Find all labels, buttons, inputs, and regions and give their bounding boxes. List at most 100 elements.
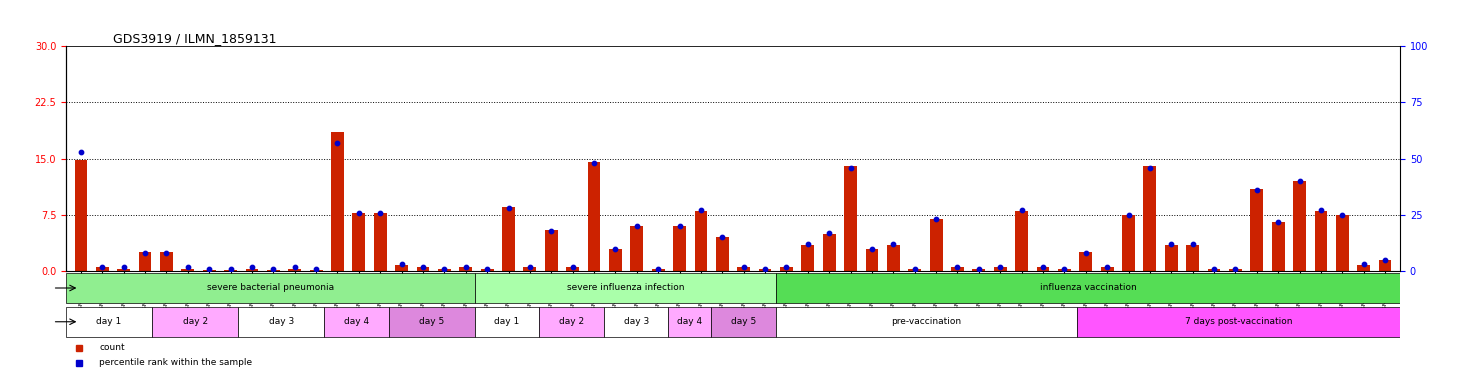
Text: day 5: day 5 xyxy=(732,317,756,326)
Point xyxy=(689,207,712,214)
Point xyxy=(198,266,221,272)
Point xyxy=(625,223,648,229)
Point xyxy=(111,263,135,270)
Bar xyxy=(289,269,301,271)
Point xyxy=(604,245,627,252)
Bar xyxy=(822,233,836,271)
Text: GDS3919 / ILMN_1859131: GDS3919 / ILMN_1859131 xyxy=(113,32,276,45)
Point xyxy=(839,164,862,170)
FancyBboxPatch shape xyxy=(237,306,324,337)
Point xyxy=(261,266,284,272)
Text: percentile rank within the sample: percentile rank within the sample xyxy=(100,358,252,367)
Text: day 4: day 4 xyxy=(345,317,369,326)
FancyBboxPatch shape xyxy=(475,273,776,303)
Point xyxy=(1117,212,1141,218)
Bar xyxy=(630,226,644,271)
Bar xyxy=(160,252,173,271)
Bar xyxy=(652,269,664,271)
Point xyxy=(1287,178,1311,184)
Point xyxy=(133,250,157,256)
Point xyxy=(1075,250,1098,256)
Text: day 2: day 2 xyxy=(182,317,208,326)
Point xyxy=(988,263,1012,270)
Point xyxy=(283,263,306,270)
Text: 7 days post-vaccination: 7 days post-vaccination xyxy=(1185,317,1293,326)
Point xyxy=(1224,266,1248,272)
Bar xyxy=(374,213,387,271)
Point xyxy=(647,266,670,272)
Bar xyxy=(1358,265,1371,271)
Bar xyxy=(1315,211,1327,271)
Bar xyxy=(1186,245,1199,271)
Bar xyxy=(1229,269,1242,271)
FancyBboxPatch shape xyxy=(604,306,668,337)
Bar xyxy=(1058,269,1070,271)
Point xyxy=(347,210,371,216)
Bar xyxy=(887,245,900,271)
Bar xyxy=(139,252,151,271)
Point xyxy=(668,223,692,229)
Bar xyxy=(416,267,430,271)
FancyBboxPatch shape xyxy=(539,306,604,337)
Bar xyxy=(501,207,515,271)
Point xyxy=(1331,212,1355,218)
Bar xyxy=(182,269,194,271)
Bar xyxy=(1336,215,1349,271)
Bar xyxy=(715,237,729,271)
Bar xyxy=(545,230,557,271)
Bar xyxy=(909,269,921,271)
Text: day 1: day 1 xyxy=(494,317,519,326)
Text: influenza vaccination: influenza vaccination xyxy=(1039,283,1136,293)
FancyBboxPatch shape xyxy=(668,306,711,337)
Text: day 5: day 5 xyxy=(419,317,444,326)
Point xyxy=(176,263,199,270)
Text: day 3: day 3 xyxy=(623,317,649,326)
Point xyxy=(1160,241,1183,247)
Bar xyxy=(780,267,793,271)
Point xyxy=(903,266,927,272)
Bar xyxy=(566,267,579,271)
Point xyxy=(1031,263,1054,270)
Point xyxy=(305,266,328,272)
Point xyxy=(155,250,179,256)
Point xyxy=(368,210,391,216)
Point xyxy=(325,140,349,146)
Point xyxy=(497,205,520,211)
Bar xyxy=(695,211,707,271)
Bar xyxy=(865,248,878,271)
Bar xyxy=(267,270,280,271)
Point xyxy=(475,266,498,272)
Point xyxy=(925,216,949,222)
Text: severe bacterial pneumonia: severe bacterial pneumonia xyxy=(207,283,334,293)
Point xyxy=(1010,207,1034,214)
Text: day 2: day 2 xyxy=(559,317,583,326)
Text: count: count xyxy=(100,343,125,352)
Bar xyxy=(1250,189,1264,271)
Bar xyxy=(202,270,216,271)
FancyBboxPatch shape xyxy=(776,306,1078,337)
Bar xyxy=(438,269,452,271)
Bar xyxy=(75,160,88,271)
Bar xyxy=(523,267,537,271)
Point xyxy=(582,160,605,166)
Point xyxy=(881,241,905,247)
Point xyxy=(1138,164,1161,170)
Bar xyxy=(95,267,108,271)
Point xyxy=(69,149,92,155)
Point xyxy=(1095,263,1119,270)
Point xyxy=(1374,257,1397,263)
Bar xyxy=(396,265,408,271)
Bar xyxy=(245,269,258,271)
Bar xyxy=(1143,166,1157,271)
Bar xyxy=(331,132,345,271)
Text: day 1: day 1 xyxy=(97,317,122,326)
Point xyxy=(774,263,798,270)
Bar xyxy=(737,267,751,271)
Bar xyxy=(951,267,963,271)
Bar xyxy=(117,269,130,271)
FancyBboxPatch shape xyxy=(324,306,388,337)
FancyBboxPatch shape xyxy=(66,306,152,337)
Bar xyxy=(1121,215,1135,271)
Bar xyxy=(481,269,494,271)
Point xyxy=(754,266,777,272)
